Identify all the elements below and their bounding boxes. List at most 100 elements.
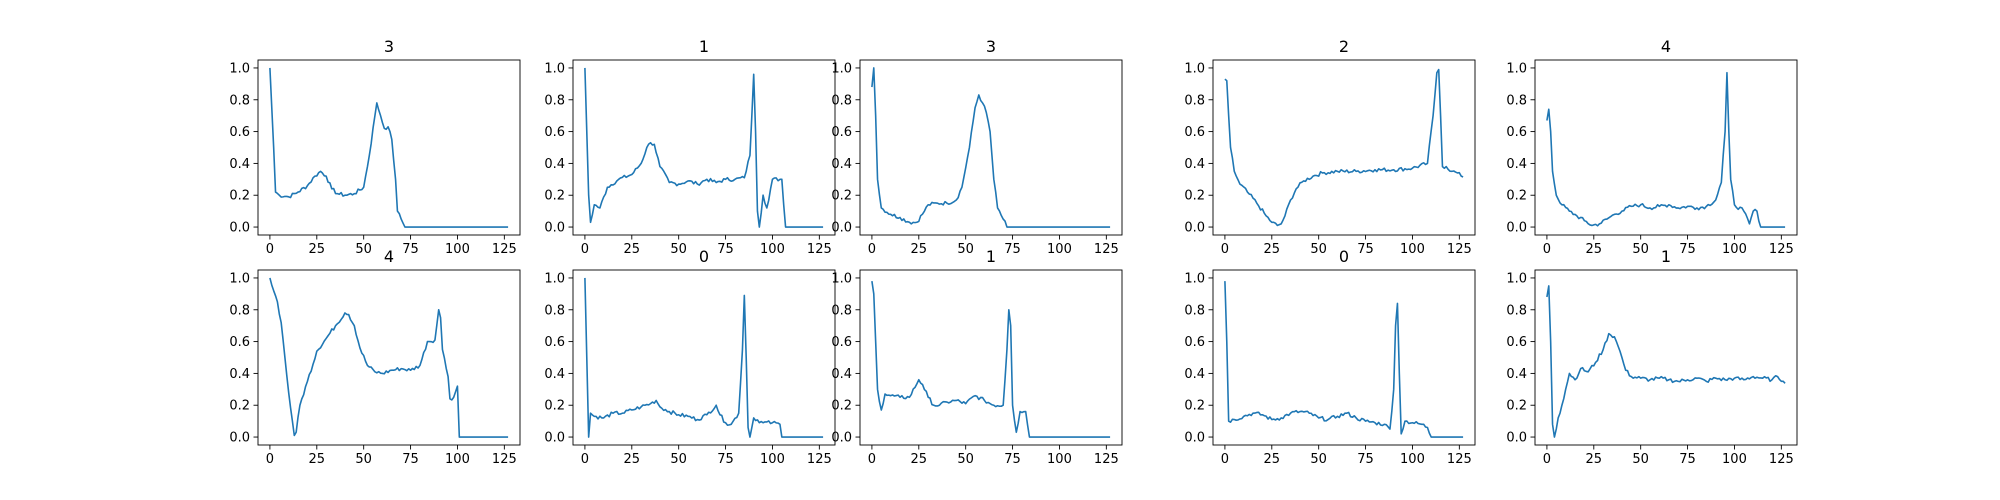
x-tick-label: 25	[911, 242, 928, 257]
x-tick-label: 100	[760, 452, 785, 467]
y-tick-label: 0.2	[229, 399, 250, 414]
axes-frame	[1212, 59, 1476, 236]
x-tick-label: 75	[717, 452, 734, 467]
series-line	[269, 277, 509, 438]
y-tick-label: 1.0	[229, 61, 250, 76]
y-tick-label: 0.8	[1506, 303, 1527, 318]
y-tick-label: 0.8	[1184, 303, 1205, 318]
y-tick-label: 0.0	[544, 221, 565, 236]
x-tick-label: 75	[402, 452, 419, 467]
subplot-10: 1 0 25 50 75 100 125 0.0 0.2 0.4 0.6 0.8 1.0	[1506, 247, 1798, 467]
x-tick-label: 25	[309, 452, 326, 467]
y-tick-label: 0.4	[1184, 367, 1205, 382]
x-tick-label: 100	[1722, 452, 1747, 467]
y-tick-label: 0.4	[544, 157, 565, 172]
y-tick-label: 0.4	[831, 157, 852, 172]
y-tick-label: 1.0	[229, 271, 250, 286]
subplot-title: 2	[1339, 37, 1349, 56]
series-line	[1546, 71, 1786, 228]
y-tick-label: 0.8	[831, 93, 852, 108]
x-tick-label: 0	[868, 452, 876, 467]
y-tick-label: 0.0	[229, 221, 250, 236]
x-tick-label: 125	[807, 452, 832, 467]
y-tick-label: 0.8	[229, 303, 250, 318]
x-tick-label: 100	[1722, 242, 1747, 257]
subplot-6: 4 0 25 50 75 100 125 0.0 0.2 0.4 0.6 0.8 1.0	[229, 247, 521, 467]
x-tick-label: 100	[445, 452, 470, 467]
x-tick-label: 25	[1264, 452, 1281, 467]
subplot-title: 4	[1661, 37, 1671, 56]
x-tick-label: 50	[670, 452, 687, 467]
x-tick-label: 75	[1004, 452, 1021, 467]
y-tick-label: 0.6	[1184, 335, 1205, 350]
axes-frame	[859, 269, 1123, 446]
x-tick-label: 0	[266, 242, 274, 257]
y-tick-label: 0.6	[1184, 125, 1205, 140]
x-tick-label: 50	[957, 452, 974, 467]
subplot-5: 4 0 25 50 75 100 125 0.0 0.2 0.4 0.6 0.8 1.0	[1506, 37, 1798, 257]
y-tick-label: 0.2	[544, 189, 565, 204]
x-tick-label: 0	[1543, 242, 1551, 257]
x-tick-label: 25	[624, 452, 641, 467]
x-tick-label: 75	[1357, 452, 1374, 467]
x-tick-label: 25	[1586, 242, 1603, 257]
x-tick-label: 25	[309, 242, 326, 257]
x-tick-label: 50	[1310, 242, 1327, 257]
x-tick-label: 125	[492, 242, 517, 257]
x-tick-label: 25	[624, 242, 641, 257]
y-tick-label: 1.0	[831, 61, 852, 76]
x-tick-label: 50	[1632, 242, 1649, 257]
x-tick-label: 50	[1310, 452, 1327, 467]
y-tick-label: 0.4	[229, 367, 250, 382]
series-line	[1546, 285, 1786, 438]
subplot-title: 0	[1339, 247, 1349, 266]
x-tick-label: 25	[1586, 452, 1603, 467]
subplot-3: 3 0 25 50 75 100 125 0.0 0.2 0.4 0.6 0.8 1.0	[831, 37, 1123, 257]
x-tick-label: 25	[911, 452, 928, 467]
y-tick-label: 0.0	[831, 431, 852, 446]
x-tick-label: 0	[581, 242, 589, 257]
y-tick-label: 1.0	[1184, 61, 1205, 76]
y-tick-label: 0.0	[544, 431, 565, 446]
y-tick-label: 0.0	[1506, 221, 1527, 236]
x-tick-label: 75	[717, 242, 734, 257]
y-tick-label: 0.6	[229, 335, 250, 350]
x-tick-label: 75	[1357, 242, 1374, 257]
subplot-title: 1	[1661, 247, 1671, 266]
axes-frame	[1534, 269, 1798, 446]
x-tick-label: 125	[807, 242, 832, 257]
y-tick-label: 1.0	[1506, 271, 1527, 286]
y-tick-label: 0.4	[1506, 367, 1527, 382]
subplot-7: 0 0 25 50 75 100 125 0.0 0.2 0.4 0.6 0.8 1.0	[544, 247, 836, 467]
x-tick-label: 75	[402, 242, 419, 257]
y-tick-label: 0.0	[1184, 221, 1205, 236]
x-tick-label: 125	[1094, 452, 1119, 467]
y-tick-label: 0.8	[229, 93, 250, 108]
series-line	[871, 67, 1111, 228]
x-tick-label: 50	[355, 242, 372, 257]
x-tick-label: 50	[957, 242, 974, 257]
series-line	[1224, 281, 1464, 438]
subplot-title: 1	[699, 37, 709, 56]
y-tick-label: 0.0	[1184, 431, 1205, 446]
y-tick-label: 0.6	[544, 125, 565, 140]
subplot-9: 0 0 25 50 75 100 125 0.0 0.2 0.4 0.6 0.8 1.0	[1184, 247, 1476, 467]
y-tick-label: 0.0	[1506, 431, 1527, 446]
y-tick-label: 0.4	[831, 367, 852, 382]
x-tick-label: 125	[1769, 452, 1794, 467]
series-line	[871, 281, 1111, 438]
axes-frame	[859, 59, 1123, 236]
y-tick-label: 1.0	[831, 271, 852, 286]
x-tick-label: 50	[355, 452, 372, 467]
subplot-title: 3	[986, 37, 996, 56]
series-line	[584, 277, 824, 438]
x-tick-label: 125	[1094, 242, 1119, 257]
subplot-title: 4	[384, 247, 394, 266]
axes-frame	[572, 59, 836, 236]
y-tick-label: 1.0	[544, 61, 565, 76]
subplot-title: 0	[699, 247, 709, 266]
y-tick-label: 0.2	[544, 399, 565, 414]
y-tick-label: 0.2	[1184, 399, 1205, 414]
